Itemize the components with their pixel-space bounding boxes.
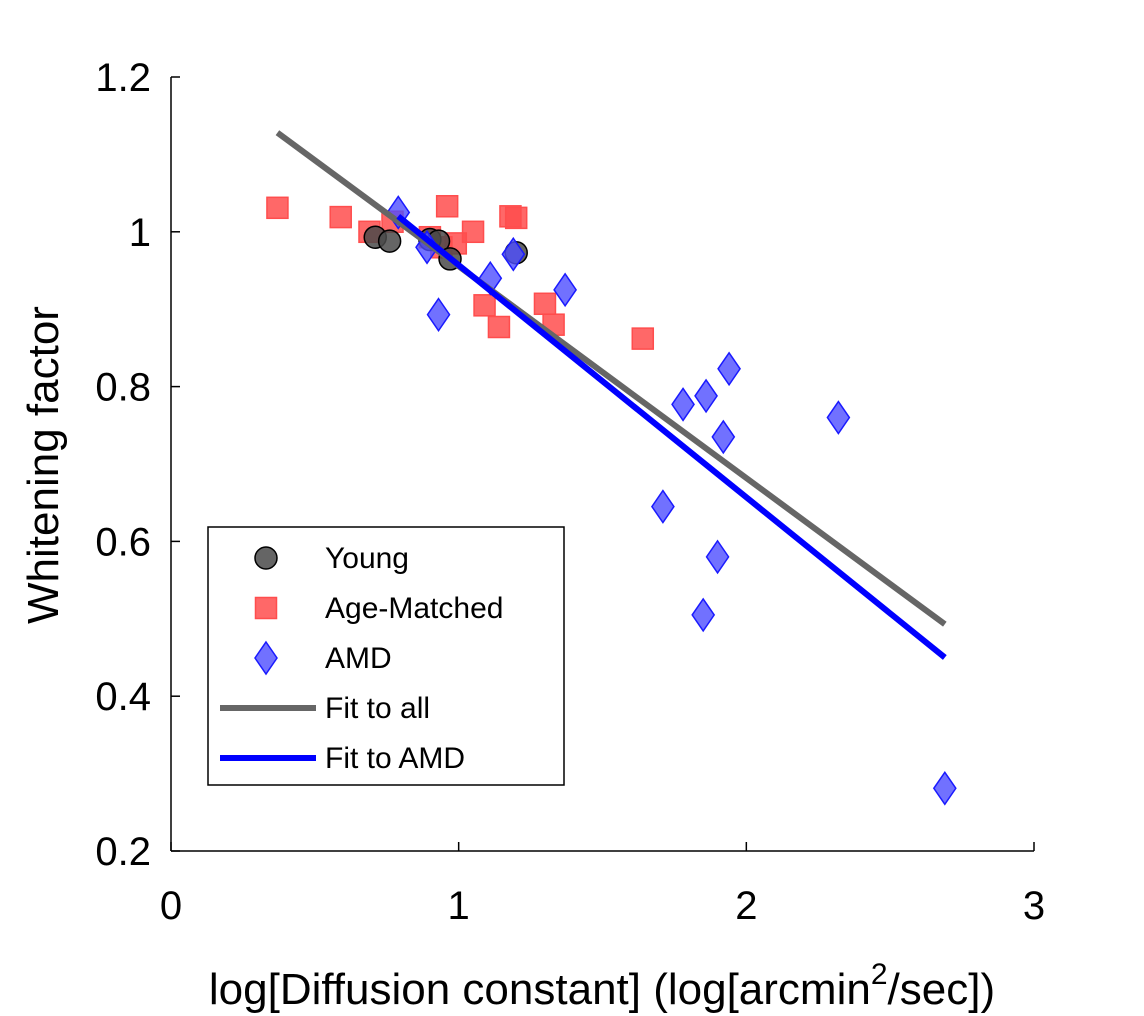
square-point-age-matched xyxy=(473,294,496,317)
diamond-point-amd xyxy=(691,597,716,633)
x-tick-label: 3 xyxy=(1023,884,1045,928)
data-markers xyxy=(266,195,957,806)
legend: Young Age-Matched AMD Fit to all Fit to AMD xyxy=(207,526,565,786)
x-tick-label: 1 xyxy=(448,884,470,928)
y-tick-label: 0.2 xyxy=(95,830,151,874)
legend-label: Age-Matched xyxy=(325,592,503,625)
square-point-age-matched xyxy=(461,220,485,244)
legend-label: Fit to all xyxy=(325,692,430,725)
legend-square-icon xyxy=(254,596,278,620)
square-point-age-matched xyxy=(631,327,655,350)
diamond-point-amd xyxy=(932,770,957,806)
legend-label: Young xyxy=(325,542,409,575)
y-axis-label: Whitening factor xyxy=(19,306,68,624)
diamond-point-amd xyxy=(553,272,578,308)
y-tick-label: 0.8 xyxy=(95,366,151,410)
diamond-point-amd xyxy=(826,400,851,435)
x-tick-label: 2 xyxy=(735,884,757,928)
square-point-age-matched xyxy=(266,196,289,220)
fit-line-fit-to-amd xyxy=(396,213,947,660)
legend-label: AMD xyxy=(325,642,392,675)
circle-point-young xyxy=(377,229,402,253)
square-point-age-matched xyxy=(329,205,352,229)
legend-circle-icon xyxy=(254,546,278,570)
diamond-point-amd xyxy=(650,489,675,524)
square-point-age-matched xyxy=(504,206,528,230)
diamond-point-amd xyxy=(711,419,736,455)
square-point-age-matched xyxy=(435,195,459,218)
diamond-point-amd xyxy=(694,378,718,414)
axes: 0 1 2 3 0.2 0.4 0.6 0.8 1 1.2 xyxy=(95,56,1045,928)
square-point-age-matched xyxy=(533,292,557,316)
x-tick-label: 0 xyxy=(160,884,182,928)
x-axis-label-superscript: 2 xyxy=(871,958,888,991)
x-axis-label-main: log[Diffusion constant] (log[arcmin xyxy=(209,965,871,1014)
diamond-point-amd xyxy=(705,539,730,575)
diamond-point-amd xyxy=(671,387,695,422)
x-axis-label: log[Diffusion constant] (log[arcmin2/sec… xyxy=(209,958,995,1014)
diamond-point-amd xyxy=(426,297,451,332)
fit-lines xyxy=(275,130,947,660)
fit-line-fit-to-all xyxy=(275,130,947,627)
legend-label: Fit to AMD xyxy=(325,742,465,775)
diamond-point-amd xyxy=(501,236,526,272)
y-tick-label: 1.2 xyxy=(95,56,151,100)
x-axis-label-tail: /sec]) xyxy=(888,965,996,1014)
legend-diamond-icon xyxy=(254,640,278,676)
y-tick-label: 1 xyxy=(129,211,151,255)
diamond-point-amd xyxy=(717,351,741,387)
square-point-age-matched xyxy=(487,315,511,339)
y-tick-label: 0.6 xyxy=(95,520,151,564)
y-tick-label: 0.4 xyxy=(95,675,151,719)
